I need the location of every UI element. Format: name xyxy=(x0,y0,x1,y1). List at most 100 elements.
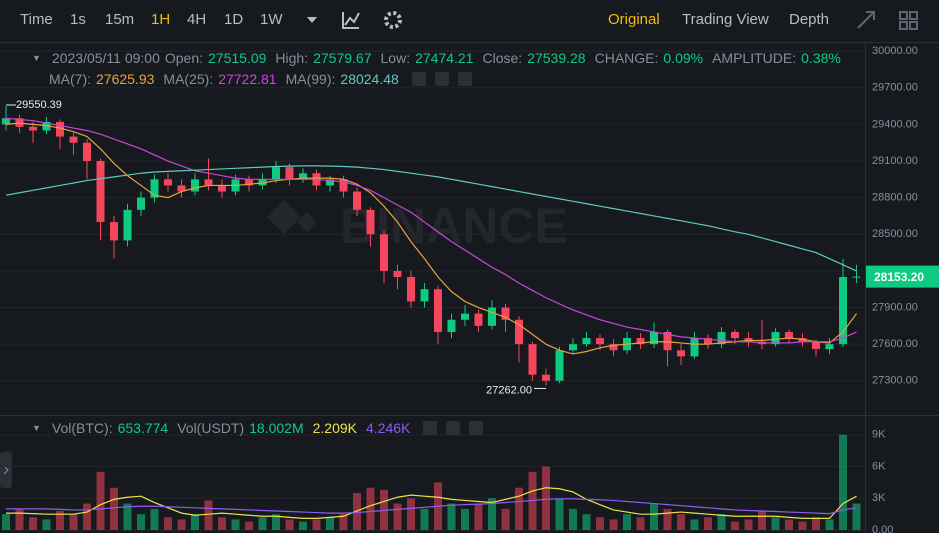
candle-body xyxy=(582,338,591,345)
watermark-logo xyxy=(267,200,317,234)
settings-icon[interactable] xyxy=(446,421,461,435)
tab-view[interactable]: Original xyxy=(608,11,660,28)
vol-legend: ▼ Vol(BTC): 653.774 Vol(USDT) 18.002M 2.209K 4… xyxy=(32,420,484,436)
candle-body xyxy=(839,277,847,345)
close-icon[interactable] xyxy=(457,72,472,86)
candle-body xyxy=(339,179,348,192)
volume-bar xyxy=(69,514,78,531)
volume-bar xyxy=(218,517,226,531)
volume-bar xyxy=(690,519,699,531)
candle-body xyxy=(744,338,753,342)
ma-line xyxy=(5,117,857,344)
candle-body xyxy=(663,331,672,351)
tab-interval[interactable]: 1H xyxy=(151,11,171,28)
volume-bar xyxy=(812,517,820,531)
volume-bar xyxy=(596,517,604,531)
layout-icon[interactable] xyxy=(899,11,918,30)
side-toggle[interactable] xyxy=(0,452,12,488)
volume-bar xyxy=(258,517,267,531)
fullscreen-icon[interactable] xyxy=(857,11,875,29)
candle-body xyxy=(488,307,496,326)
last-price: 28153.20 xyxy=(874,270,924,284)
candle-body xyxy=(42,121,51,131)
candle-body xyxy=(771,331,780,345)
volume-bar xyxy=(663,508,672,531)
candle-body xyxy=(461,313,469,320)
candle-body xyxy=(609,344,618,351)
tab-interval[interactable]: 15m xyxy=(105,11,135,28)
volume-bar xyxy=(15,508,24,531)
volume-bar xyxy=(326,517,334,531)
volume-bar xyxy=(56,510,64,531)
candle-body xyxy=(123,209,132,241)
candle-body xyxy=(569,344,577,351)
volume-bar xyxy=(650,503,658,531)
eye-icon[interactable] xyxy=(411,72,426,86)
info-value: 27515.09 xyxy=(208,50,267,66)
volume-bar xyxy=(204,500,213,531)
tab-interval[interactable]: 1s xyxy=(70,11,86,28)
volume-bar xyxy=(447,503,456,531)
settings-icon[interactable] xyxy=(434,72,449,86)
eye-icon[interactable] xyxy=(423,421,438,435)
dropdown-icon[interactable] xyxy=(307,17,317,23)
candle-body xyxy=(474,313,483,326)
vol-label: Vol(BTC): xyxy=(51,420,113,436)
tab-interval[interactable]: 4H xyxy=(187,11,207,28)
candle-body xyxy=(690,338,699,357)
y-tick-label: 27300.00 xyxy=(872,375,918,387)
collapse[interactable]: ▼ xyxy=(32,53,41,63)
ma-label: MA(25): xyxy=(163,71,214,87)
tab-interval[interactable]: Time xyxy=(20,11,53,28)
info-value: 27579.67 xyxy=(313,50,372,66)
candle-body xyxy=(164,179,172,186)
close-icon[interactable] xyxy=(469,421,484,435)
candle-body xyxy=(110,222,118,241)
tab-view[interactable]: Trading View xyxy=(682,11,769,28)
volume-bar xyxy=(609,519,618,531)
indicator-icon[interactable] xyxy=(342,12,360,29)
last-price-tag xyxy=(866,265,939,288)
ohlc-values: Open: 27515.09 High: 27579.67 Low: 27474.21 Cl… xyxy=(165,50,845,66)
tab-interval[interactable]: 1D xyxy=(224,11,244,28)
volume-bar xyxy=(488,498,496,531)
volume-bar xyxy=(852,503,861,531)
y-tick-label: 6K xyxy=(872,460,886,472)
tab-view[interactable]: Depth xyxy=(789,11,830,28)
volume-bar xyxy=(771,517,780,531)
candle-body xyxy=(515,319,523,345)
candle-body xyxy=(177,185,186,192)
info-value: 27539.28 xyxy=(527,50,586,66)
volume-bar xyxy=(717,514,726,531)
collapse[interactable]: ▼ xyxy=(32,423,41,433)
date: 2023/05/11 09:00 xyxy=(51,50,160,66)
settings-icon[interactable] xyxy=(384,11,402,29)
volume-bar xyxy=(825,519,834,531)
volume-bar xyxy=(420,508,429,531)
tab-interval[interactable]: 1W xyxy=(260,11,283,28)
volume-bar xyxy=(137,514,145,531)
ma-line xyxy=(5,122,857,355)
annotation: 29550.39 xyxy=(16,99,62,111)
candle-body xyxy=(636,338,645,345)
candle-body xyxy=(258,179,267,186)
candle-body xyxy=(852,276,861,278)
info-label: High: xyxy=(275,50,309,66)
volume-bar xyxy=(731,521,739,531)
volume-bar xyxy=(582,514,591,531)
volume-bar xyxy=(623,514,631,531)
candle-body xyxy=(812,341,820,350)
candle-body xyxy=(798,338,807,342)
candle-body xyxy=(29,126,37,131)
candle-body xyxy=(677,350,685,357)
info-label: Open: xyxy=(164,50,204,66)
vol-value: 18.002M xyxy=(249,420,304,436)
ma-value: 27625.93 xyxy=(96,71,155,87)
candle-body xyxy=(218,185,226,192)
volume-bar xyxy=(83,503,91,531)
candle-body xyxy=(434,289,442,332)
volume-bar xyxy=(110,487,118,531)
candle-body xyxy=(366,209,375,235)
y-tick-label: 27600.00 xyxy=(872,338,918,350)
